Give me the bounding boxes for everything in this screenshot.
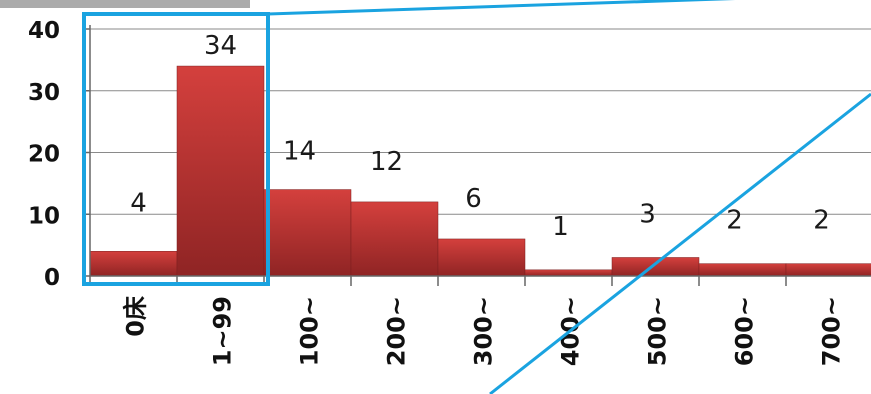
data-label: 14 (283, 137, 316, 167)
y-tick-label: 40 (28, 18, 60, 44)
y-tick-label: 10 (28, 203, 60, 229)
bars (89, 65, 871, 277)
callout-line-bottom (489, 92, 871, 394)
bar (350, 201, 439, 277)
data-label: 34 (204, 31, 237, 61)
data-label: 4 (130, 188, 147, 218)
data-label: 1 (552, 212, 569, 242)
bar (698, 263, 787, 277)
x-tick-label: 1~99 (209, 296, 237, 366)
y-tick-label: 0 (44, 265, 60, 291)
tick-labels: 0102030400床1~99100~200~300~400~500~600~7… (28, 18, 846, 366)
axes (84, 25, 871, 286)
x-tick-label: 100~ (296, 296, 324, 366)
y-tick-label: 20 (28, 142, 60, 168)
data-label: 3 (639, 199, 656, 229)
x-tick-label: 500~ (644, 296, 672, 366)
y-tick-label: 30 (28, 80, 60, 106)
bar (437, 238, 526, 277)
bar (611, 257, 700, 277)
data-label: 6 (465, 184, 482, 214)
bar (524, 269, 613, 277)
data-label: 12 (370, 147, 403, 177)
highlight-box (82, 12, 270, 286)
data-labels: 4 34 14 12 6 1 3 2 2 (130, 31, 830, 242)
x-tick-label: 200~ (383, 296, 411, 366)
bar (89, 251, 178, 277)
x-tick-label: 600~ (731, 296, 759, 366)
callout-line-top (267, 0, 736, 16)
x-tick-label: 0床 (122, 296, 150, 337)
bar (785, 263, 871, 277)
bar (263, 189, 352, 277)
data-label: 2 (726, 206, 743, 236)
x-tick-label: 300~ (470, 296, 498, 366)
data-label: 2 (813, 206, 830, 236)
callout-panel-edge (0, 0, 250, 8)
x-tick-label: 700~ (818, 296, 846, 366)
bar (176, 65, 265, 277)
